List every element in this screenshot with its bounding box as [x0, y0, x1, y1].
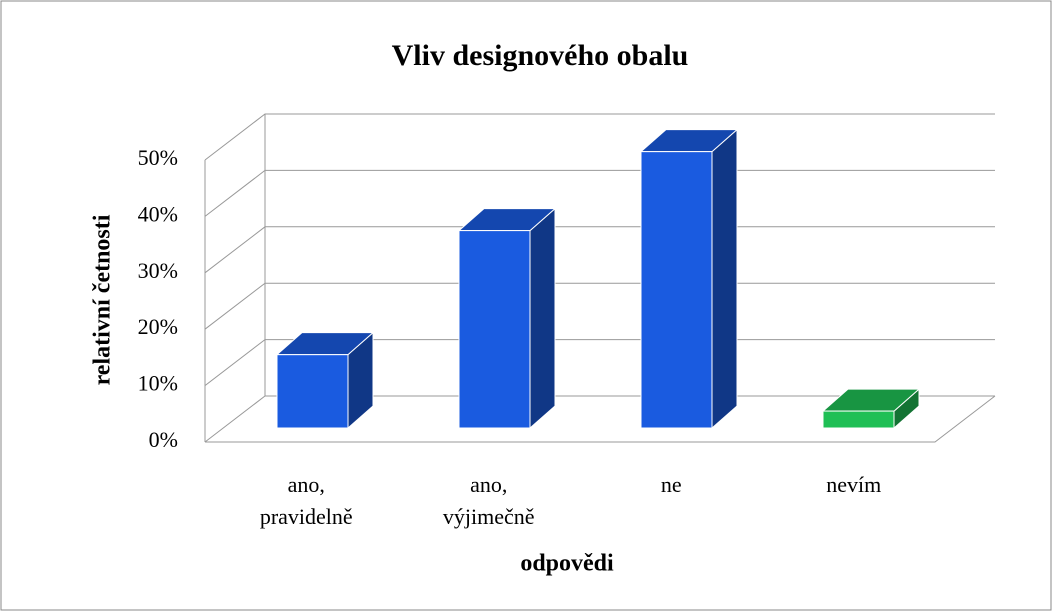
grid-line: [204, 169, 995, 217]
x-tick-label: ano,: [288, 472, 325, 497]
y-tick-label: 50%: [138, 145, 178, 170]
bar: [639, 128, 739, 430]
bar-front: [458, 230, 531, 429]
x-tick-label: ano,: [470, 472, 507, 497]
y-tick-label: 30%: [138, 258, 178, 283]
x-tick-label: nevím: [826, 472, 881, 497]
y-tick-label: 40%: [138, 201, 178, 226]
y-axis-label: relativní četnosti: [90, 214, 116, 385]
y-tick-label: 0%: [149, 427, 178, 452]
bar-front: [822, 410, 895, 429]
grid-line: [204, 282, 995, 330]
y-tick-label: 20%: [138, 314, 178, 339]
bar: [457, 207, 557, 430]
bar: [275, 331, 375, 430]
grid-line: [204, 339, 995, 386]
floor: [205, 395, 996, 443]
bar-front: [276, 354, 349, 429]
x-tick-label: ne: [661, 472, 682, 497]
bar: [821, 387, 921, 430]
bar-side: [711, 128, 738, 430]
grid-line: [204, 113, 995, 161]
y-tick-label: 10%: [138, 371, 178, 396]
x-tick-label: výjimečně: [443, 504, 535, 529]
bar-front: [640, 151, 713, 429]
chart-title: Vliv designového obalu: [392, 39, 689, 72]
grid-line: [204, 395, 995, 443]
x-axis-label: odpovědi: [520, 551, 614, 577]
grid-line: [204, 226, 995, 274]
bar-side: [529, 207, 556, 430]
x-tick-label: pravidelně: [260, 504, 353, 529]
